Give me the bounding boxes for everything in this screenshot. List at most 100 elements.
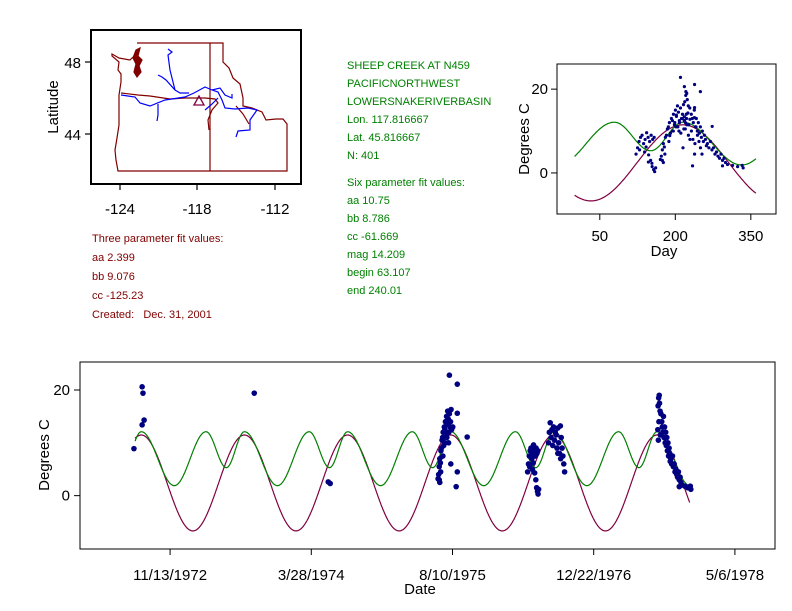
three-param-title: Three parameter fit values: — [92, 233, 223, 245]
observation-point — [683, 127, 687, 131]
observation-point — [535, 486, 542, 493]
observation-point — [700, 129, 704, 133]
observation-point — [666, 125, 670, 129]
six-param-fit-line — [134, 431, 690, 487]
observation-point — [676, 125, 680, 129]
observation-point — [699, 135, 703, 139]
observation-point — [688, 486, 694, 493]
observation-point — [705, 142, 710, 146]
observation-point — [698, 146, 703, 150]
observation-point — [659, 154, 663, 158]
observation-point — [643, 137, 647, 142]
observation-point — [673, 108, 678, 112]
observation-point — [141, 417, 147, 423]
observation-point — [671, 461, 677, 467]
observation-point — [692, 105, 697, 110]
six-param-bb: bb 8.786 — [347, 213, 390, 225]
observation-point — [545, 440, 552, 446]
observation-point — [675, 469, 682, 475]
observation-point — [685, 98, 689, 102]
observation-point — [693, 125, 697, 129]
day-plot-ylabel: Degrees C — [516, 103, 533, 175]
observation-point — [524, 469, 531, 475]
observation-point — [667, 139, 671, 144]
three-param-fit-line — [134, 434, 691, 532]
observation-point — [646, 135, 650, 139]
observation-point — [650, 161, 654, 165]
observation-point — [678, 106, 683, 110]
observation-point — [665, 440, 671, 446]
observation-point — [697, 131, 701, 135]
six-param-cc: cc -61.669 — [347, 231, 398, 243]
observation-point — [653, 170, 657, 174]
x-tick-label: 11/13/1972 — [133, 567, 207, 584]
observation-point — [684, 112, 688, 116]
map-ylabel: Latitude — [45, 80, 62, 133]
y-tick-label: 20 — [53, 382, 70, 399]
observation-point — [557, 455, 564, 462]
observation-point — [701, 139, 705, 144]
observation-point — [437, 469, 444, 475]
observation-point — [676, 110, 681, 114]
observation-point — [551, 437, 558, 443]
observation-point — [550, 424, 557, 430]
observation-point — [637, 148, 642, 152]
x-tick-label: 50 — [591, 228, 608, 245]
observation-point — [740, 163, 744, 167]
observation-point — [671, 112, 676, 116]
observation-point — [708, 139, 713, 144]
rivers — [120, 48, 259, 138]
observation-point — [533, 476, 539, 483]
site-name: SHEEP CREEK AT N459 — [347, 60, 470, 72]
x-tick-label: 8/10/1975 — [419, 567, 486, 584]
observation-point — [139, 422, 145, 428]
observation-point — [649, 133, 653, 137]
observation-point — [682, 85, 686, 89]
observation-point — [655, 437, 662, 443]
observation-point — [561, 469, 568, 475]
observation-point — [668, 134, 672, 138]
observation-point — [670, 118, 675, 123]
observation-point — [447, 461, 454, 467]
observation-point — [327, 480, 334, 487]
observation-point — [688, 106, 692, 110]
observation-point — [703, 137, 707, 142]
observation-point — [681, 146, 685, 150]
observation-point — [711, 146, 716, 150]
observation-point — [723, 160, 728, 165]
day-plot: 50 200 350 0 20 Day Degrees C — [516, 63, 777, 260]
observation-point — [640, 133, 644, 137]
observation-point — [680, 112, 685, 116]
day-plot-frame — [556, 63, 777, 215]
observation-point — [730, 163, 735, 167]
observation-point — [661, 142, 665, 146]
observation-point — [531, 470, 538, 476]
observation-point — [673, 121, 677, 125]
six-param-title: Six parameter fit values: — [347, 177, 465, 189]
observation-point — [440, 453, 446, 459]
day-plot-xlabel: Day — [651, 243, 678, 260]
three-param-info: Three parameter fit values: aa 2.399 bb … — [92, 233, 223, 321]
observation-point — [694, 116, 698, 121]
observation-point — [682, 118, 686, 123]
state-borders — [111, 42, 288, 172]
observation-point — [664, 133, 668, 137]
observation-point — [656, 400, 663, 407]
observation-point — [691, 137, 695, 142]
observation-point — [736, 165, 740, 169]
observation-point — [661, 160, 665, 165]
observation-point — [547, 419, 554, 426]
observation-point — [707, 146, 711, 150]
observation-point — [635, 146, 640, 150]
six-param-mag: mag 14.209 — [347, 249, 405, 261]
observation-point — [689, 129, 694, 133]
observation-point — [139, 384, 145, 390]
observation-point — [684, 116, 689, 121]
observation-point — [696, 121, 700, 125]
observation-point — [657, 432, 664, 438]
observation-point — [692, 152, 697, 156]
observation-point — [690, 164, 695, 168]
observation-point — [449, 424, 456, 430]
observation-point — [649, 158, 653, 162]
observation-point — [685, 91, 689, 95]
